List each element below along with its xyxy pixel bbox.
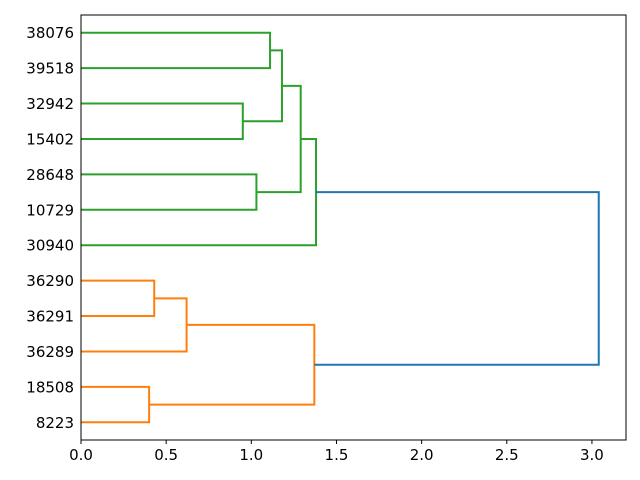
leaf-label: 32942 — [26, 95, 74, 113]
plot-border — [80, 14, 627, 441]
leaf-label: 30940 — [26, 237, 74, 255]
x-tick-label: 0.0 — [69, 446, 93, 464]
leaf-label: 18508 — [26, 378, 74, 396]
x-tick-label: 0.5 — [154, 446, 178, 464]
leaf-label: 28648 — [26, 166, 74, 184]
dendrogram-link — [314, 191, 600, 366]
leaf-label: 36289 — [26, 343, 74, 361]
leaf-label: 36290 — [26, 272, 74, 290]
leaf-label: 39518 — [26, 60, 74, 78]
x-tick-label: 3.0 — [580, 446, 604, 464]
leaf-label: 15402 — [26, 130, 74, 148]
x-tick-label: 2.0 — [410, 446, 434, 464]
x-tick-label: 1.0 — [239, 446, 263, 464]
dendrogram-link — [81, 279, 156, 318]
leaf-label: 38076 — [26, 24, 74, 42]
leaf-label: 36291 — [26, 308, 74, 326]
dendrogram-link — [149, 323, 316, 406]
x-tick-label: 1.5 — [325, 446, 349, 464]
leaf-label: 8223 — [36, 414, 74, 432]
dendrogram-link — [256, 84, 302, 194]
x-tick-label: 2.5 — [495, 446, 519, 464]
dendrogram-link — [81, 137, 318, 247]
leaf-label: 10729 — [26, 201, 74, 219]
